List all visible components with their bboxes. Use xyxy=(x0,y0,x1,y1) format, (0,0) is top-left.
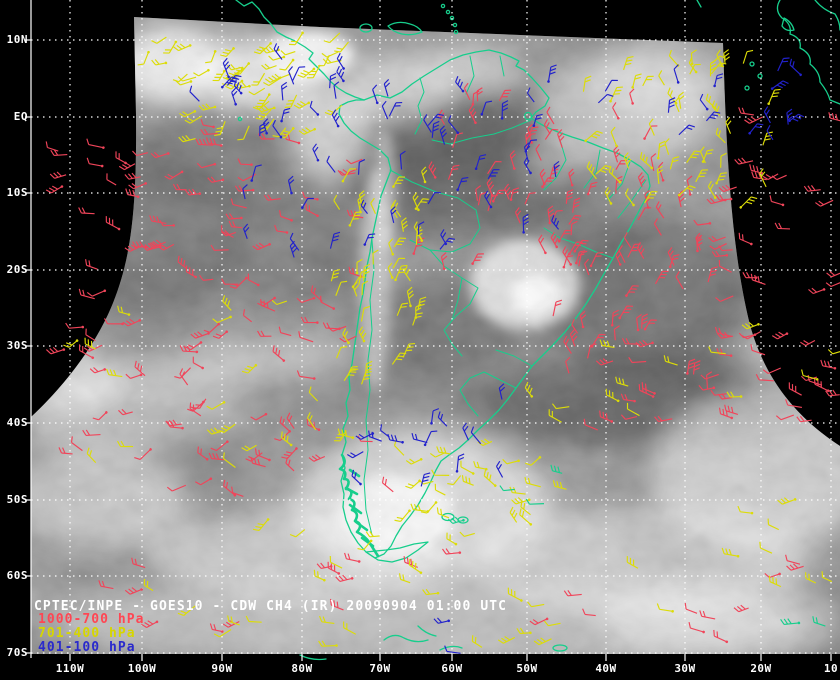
wind-barb-layer xyxy=(45,31,840,654)
grid-layer xyxy=(31,0,840,654)
coastline-layer xyxy=(235,0,840,661)
axis-layer xyxy=(25,0,832,661)
